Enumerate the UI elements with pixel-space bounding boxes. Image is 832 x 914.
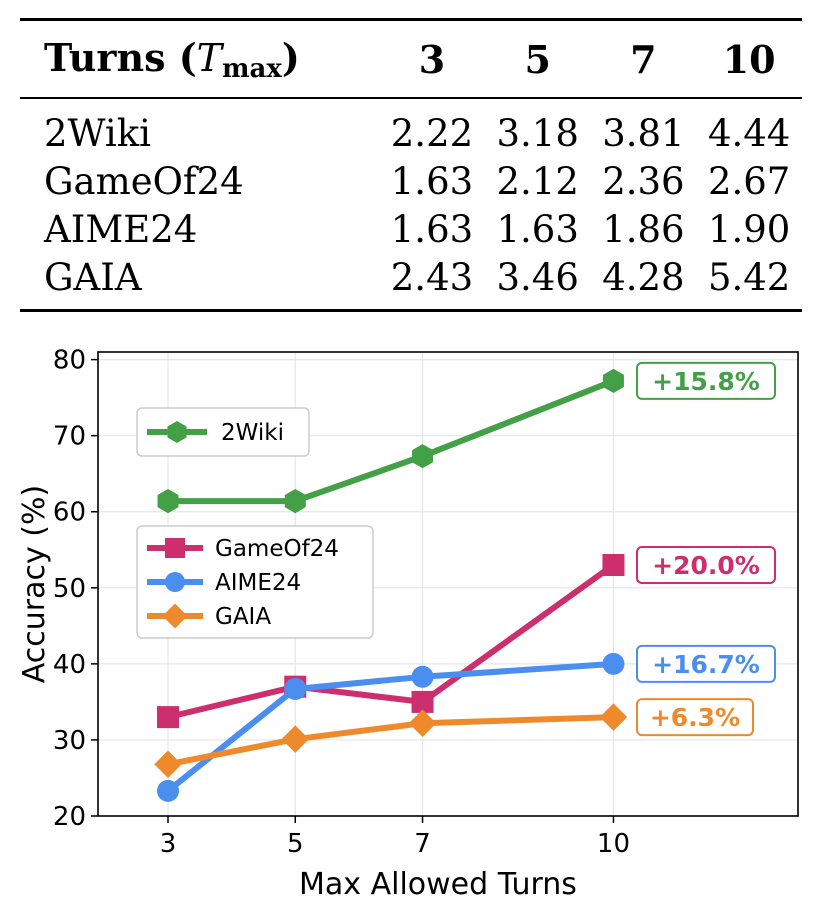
x-tick-label: 3 — [160, 829, 177, 859]
series-line-gameof24 — [167, 562, 616, 721]
gain-label-aime24: +16.7% — [652, 650, 760, 679]
legend-label: 2Wiki — [221, 420, 284, 446]
table-row: GAIA 2.43 3.46 4.28 5.42 — [20, 253, 802, 311]
legend-marker-2wiki — [167, 421, 187, 443]
turns-table-wrapper: Turns (Tmax) 3 5 7 10 2Wiki 2.22 3.18 3.… — [20, 18, 802, 312]
x-tick-label: 5 — [287, 829, 304, 859]
series-line-aime24 — [166, 660, 614, 794]
table-header-row: Turns (Tmax) 3 5 7 10 — [20, 19, 802, 99]
table-cell: 4.28 — [602, 255, 685, 299]
data-point-gameof24 — [602, 553, 625, 576]
table-row: GameOf24 1.63 2.12 2.36 2.67 — [20, 157, 802, 205]
header-col-5: 5 — [524, 36, 551, 82]
legend-label: GAIA — [215, 604, 271, 630]
table-cell: 2.22 — [390, 111, 474, 155]
legend-label: AIME24 — [215, 570, 301, 596]
legend-marker-gameof24 — [165, 538, 185, 558]
data-point-aime24 — [284, 677, 307, 700]
header-col-10: 10 — [722, 36, 776, 82]
gain-badge-aime24 — [636, 644, 776, 683]
table-cell: 2.12 — [496, 159, 579, 203]
data-point-gaia — [408, 709, 437, 737]
data-point-aime24 — [411, 665, 434, 688]
header-col-7: 7 — [630, 36, 657, 82]
table-row: 2Wiki 2.22 3.18 3.81 4.44 — [20, 98, 802, 157]
table-cell: 2.43 — [390, 255, 474, 299]
table-cell: 3.46 — [496, 255, 579, 299]
y-tick-label: 30 — [53, 726, 86, 756]
gain-badge-2wiki — [636, 361, 776, 400]
y-tick-label: 40 — [53, 650, 86, 680]
legend-marker-gaia — [162, 603, 188, 629]
data-point-2wiki — [157, 488, 179, 514]
data-point-2wiki — [602, 368, 624, 394]
accuracy-line-chart: 20 30 40 50 60 70 80 3 5 7 10 Max Allowed Turns Accu… — [17, 346, 799, 902]
y-tick-label: 20 — [53, 802, 86, 832]
table-cell: 1.90 — [707, 207, 791, 251]
gain-label-gaia: +6.3% — [650, 703, 740, 732]
gain-badge-gameof24 — [636, 545, 776, 584]
gain-label-gameof24: +20.0% — [652, 551, 760, 580]
turns-table: Turns (Tmax) 3 5 7 10 2Wiki 2.22 3.18 3.… — [20, 18, 802, 312]
data-point-gaia — [599, 703, 628, 731]
y-axis-label: Accuracy (%) — [17, 485, 52, 683]
x-tick-label: 10 — [597, 829, 630, 859]
series-line-gaia — [167, 714, 614, 768]
table-cell: 1.63 — [390, 207, 474, 251]
legend-box-secondary — [136, 525, 374, 639]
data-point-gaia — [281, 725, 310, 753]
data-point-aime24 — [157, 779, 179, 802]
x-tick-label: 7 — [414, 829, 431, 859]
table-cell: 5.42 — [707, 255, 791, 299]
gain-label-2wiki: +15.8% — [652, 367, 760, 396]
data-point-gaia — [154, 750, 182, 779]
table-cell: 2.67 — [707, 159, 791, 203]
table-cell: 1.63 — [496, 207, 579, 251]
data-point-2wiki — [284, 488, 306, 514]
table-cell: 1.86 — [602, 207, 685, 251]
header-col-3: 3 — [418, 36, 446, 82]
data-point-aime24 — [602, 652, 625, 675]
y-tick-label: 50 — [53, 574, 86, 604]
series-line-2wiki — [168, 378, 615, 505]
y-tick-label: 80 — [53, 346, 86, 376]
row-label: 2Wiki — [44, 111, 152, 155]
header-turns-label: Turns (Tmax) — [44, 34, 300, 84]
table-cell: 3.18 — [496, 111, 579, 155]
table-cell: 3.81 — [602, 111, 685, 155]
table-cell: 4.44 — [707, 111, 791, 155]
row-label: GAIA — [44, 255, 142, 299]
plot-frame — [97, 351, 799, 817]
legend-marker-aime24 — [165, 572, 185, 592]
data-point-gameof24 — [411, 690, 434, 713]
gain-badge-gaia — [636, 698, 754, 737]
table-row: AIME24 1.63 1.63 1.86 1.90 — [20, 205, 802, 253]
x-axis-label: Max Allowed Turns — [299, 867, 577, 902]
data-point-2wiki — [412, 444, 434, 469]
row-label: AIME24 — [44, 207, 198, 251]
legend-label: GameOf24 — [215, 536, 339, 562]
y-tick-label: 70 — [53, 422, 86, 452]
row-label: GameOf24 — [44, 159, 244, 203]
data-point-gameof24 — [157, 706, 179, 729]
y-tick-label: 60 — [53, 498, 86, 528]
table-cell: 2.36 — [602, 159, 685, 203]
legend-box-primary — [136, 407, 310, 457]
table-cell: 1.63 — [390, 159, 474, 203]
